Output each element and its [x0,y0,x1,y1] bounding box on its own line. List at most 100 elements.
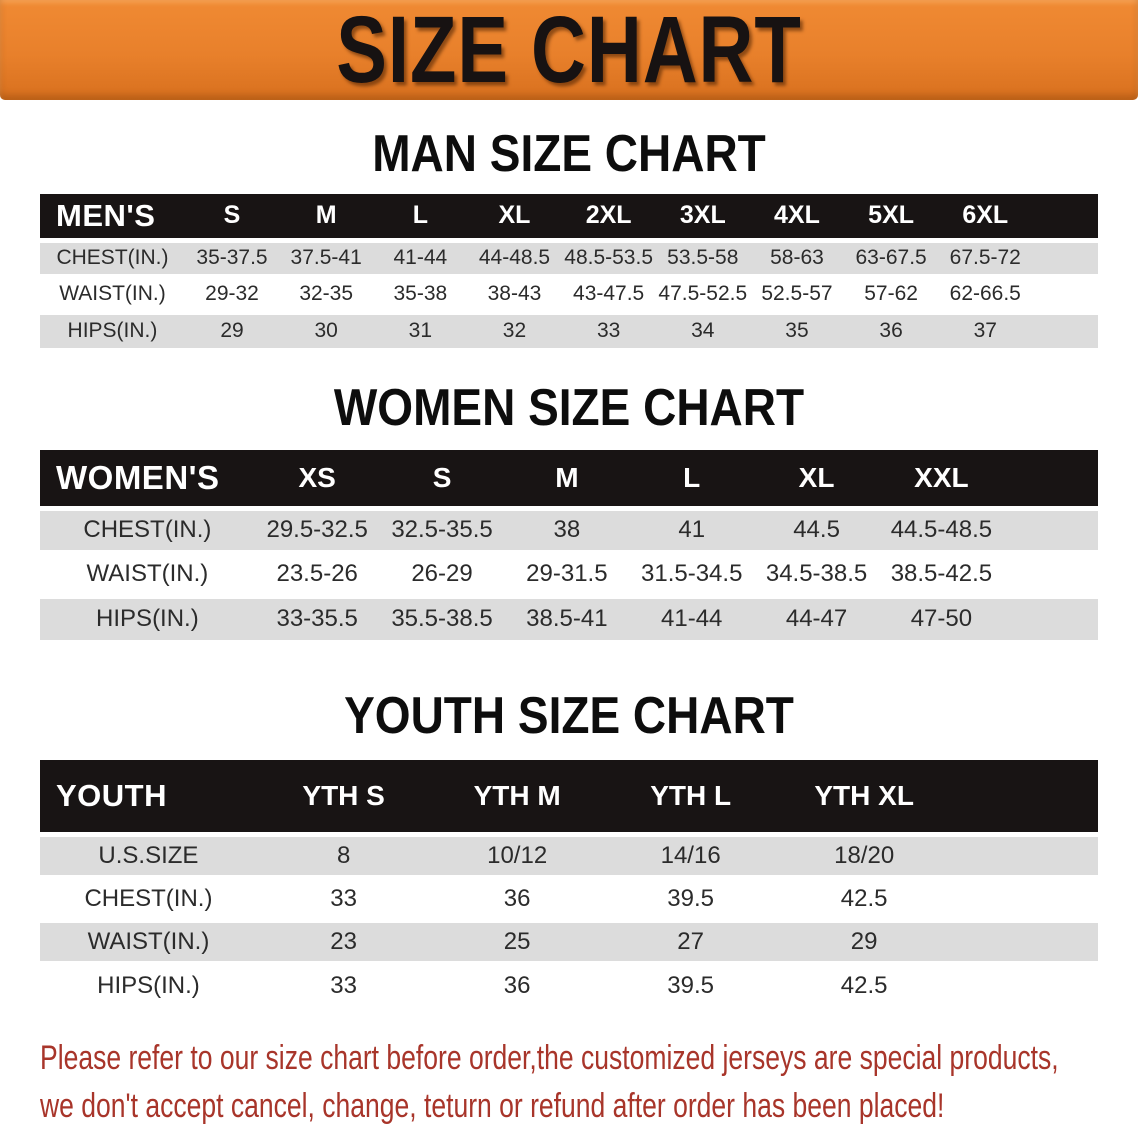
youth-size-heading: YOUTH SIZE CHART [344,685,794,745]
size-value-cell: 63-67.5 [844,237,939,276]
header-spacer-cell [950,760,1098,837]
size-value-cell: 29 [777,917,951,963]
measurement-row: CHEST(IN.) 35-37.5 37.5-41 41-44 44-48.5 48.5… [40,237,1098,276]
size-value-cell: 44-48.5 [467,237,562,276]
row-spacer-cell [950,874,1098,920]
row-label-cell: HIPS(IN.) [40,593,255,640]
measurement-row: HIPS(IN.) 33 36 39.5 42.5 [40,960,1098,1006]
size-value-cell: 33-35.5 [254,593,380,640]
size-value-cell: 29.5-32.5 [254,505,380,552]
size-value-cell: 38 [504,505,630,552]
row-spacer-cell [950,917,1098,963]
size-value-cell: 42.5 [777,960,951,1006]
size-value-cell: 23 [256,917,431,963]
measurement-row: U.S.SIZE 8 10/12 14/16 18/20 [40,831,1098,877]
size-value-cell: 34.5-38.5 [754,549,879,596]
measurement-row: WAIST(IN.) 23.5-26 26-29 29-31.5 31.5-34.5 34… [40,549,1098,596]
size-column-header: S [184,194,280,243]
row-label-cell: U.S.SIZE [40,831,257,877]
size-column-header: 3XL [655,194,750,243]
size-column-header: YTH L [603,760,778,837]
size-value-cell: 29-32 [184,273,280,312]
row-label-cell: CHEST(IN.) [40,237,185,276]
table-title-cell: WOMEN'S [40,450,255,511]
header-spacer-cell [1003,450,1098,511]
size-value-cell: 34 [655,309,750,348]
size-value-cell: 35-37.5 [184,237,280,276]
size-value-cell: 41-44 [629,593,755,640]
row-spacer-cell [1003,505,1098,552]
size-value-cell: 10/12 [430,831,604,877]
size-column-header: S [379,450,505,511]
size-value-cell: 29 [184,309,280,348]
size-column-header: XXL [878,450,1004,511]
size-value-cell: 47-50 [878,593,1004,640]
size-value-cell: 37 [938,309,1033,348]
measurement-row: CHEST(IN.) 29.5-32.5 32.5-35.5 38 41 44.5 44.5… [40,505,1098,552]
size-value-cell: 57-62 [844,273,939,312]
size-value-cell: 48.5-53.5 [561,237,656,276]
size-value-cell: 25 [430,917,604,963]
size-chart-content: MAN SIZE CHART MEN'S S M L XL 2XL 3XL 4XL 5XL 6XL… [0,123,1138,1130]
size-value-cell: 31 [373,309,468,348]
size-value-cell: 35 [749,309,845,348]
women-size-section: WOMEN SIZE CHART WOMEN'S XS S M L XL XXL CHEST(… [0,377,1138,640]
size-value-cell: 38-43 [467,273,562,312]
size-column-header: 5XL [844,194,939,243]
table-header-row: WOMEN'S XS S M L XL XXL [40,450,1098,511]
size-value-cell: 29-31.5 [504,549,630,596]
row-spacer-cell [950,960,1098,1006]
size-value-cell: 44.5-48.5 [878,505,1004,552]
size-column-header: 4XL [749,194,845,243]
size-value-cell: 41-44 [373,237,468,276]
size-value-cell: 35-38 [373,273,468,312]
row-label-cell: WAIST(IN.) [40,917,257,963]
man-size-heading: MAN SIZE CHART [372,123,766,183]
size-value-cell: 32.5-35.5 [379,505,505,552]
youth-size-section: YOUTH SIZE CHART YOUTH YTH S YTH M YTH L YTH… [0,685,1138,1006]
table-title-cell: YOUTH [40,760,257,837]
size-value-cell: 67.5-72 [938,237,1033,276]
size-value-cell: 39.5 [603,874,778,920]
size-value-cell: 44-47 [754,593,879,640]
men-size-table: MEN'S S M L XL 2XL 3XL 4XL 5XL 6XL CHEST(IN.) 35-37… [40,194,1098,348]
row-label-cell: CHEST(IN.) [40,505,255,552]
notice-line-1: Please refer to our size chart before or… [40,1039,1059,1077]
size-value-cell: 38.5-41 [504,593,630,640]
order-notice: Please refer to our size chart before or… [40,1034,1108,1130]
table-header-row: YOUTH YTH S YTH M YTH L YTH XL [40,760,1098,837]
row-label-cell: HIPS(IN.) [40,309,185,348]
size-value-cell: 23.5-26 [254,549,380,596]
table-header-row: MEN'S S M L XL 2XL 3XL 4XL 5XL 6XL [40,194,1098,243]
row-label-cell: HIPS(IN.) [40,960,257,1006]
women-size-heading: WOMEN SIZE CHART [333,377,805,437]
size-value-cell: 62-66.5 [938,273,1033,312]
size-value-cell: 53.5-58 [655,237,750,276]
size-value-cell: 18/20 [777,831,951,877]
size-column-header: YTH XL [777,760,951,837]
notice-line-2: we don't accept cancel, change, teturn o… [40,1087,945,1125]
size-value-cell: 36 [430,874,604,920]
size-value-cell: 39.5 [603,960,778,1006]
banner-title: SIZE CHART [336,0,802,100]
size-value-cell: 41 [629,505,755,552]
youth-size-table: YOUTH YTH S YTH M YTH L YTH XL U.S.SIZE 8 10/12… [40,760,1098,1006]
row-spacer-cell [1032,237,1098,276]
row-spacer-cell [1032,309,1098,348]
measurement-row: HIPS(IN.) 29 30 31 32 33 34 35 36 37 [40,309,1098,348]
size-column-header: YTH S [256,760,431,837]
row-spacer-cell [1032,273,1098,312]
measurement-row: HIPS(IN.) 33-35.5 35.5-38.5 38.5-41 41-44 44-… [40,593,1098,640]
measurement-row: WAIST(IN.) 29-32 32-35 35-38 38-43 43-47.5 47.… [40,273,1098,312]
row-spacer-cell [1003,549,1098,596]
size-column-header: M [279,194,374,243]
size-value-cell: 58-63 [749,237,845,276]
row-spacer-cell [1003,593,1098,640]
size-value-cell: 30 [279,309,374,348]
size-value-cell: 36 [430,960,604,1006]
size-value-cell: 8 [256,831,431,877]
size-chart-banner: SIZE CHART [0,0,1138,100]
size-column-header: YTH M [430,760,604,837]
size-value-cell: 26-29 [379,549,505,596]
size-value-cell: 36 [844,309,939,348]
